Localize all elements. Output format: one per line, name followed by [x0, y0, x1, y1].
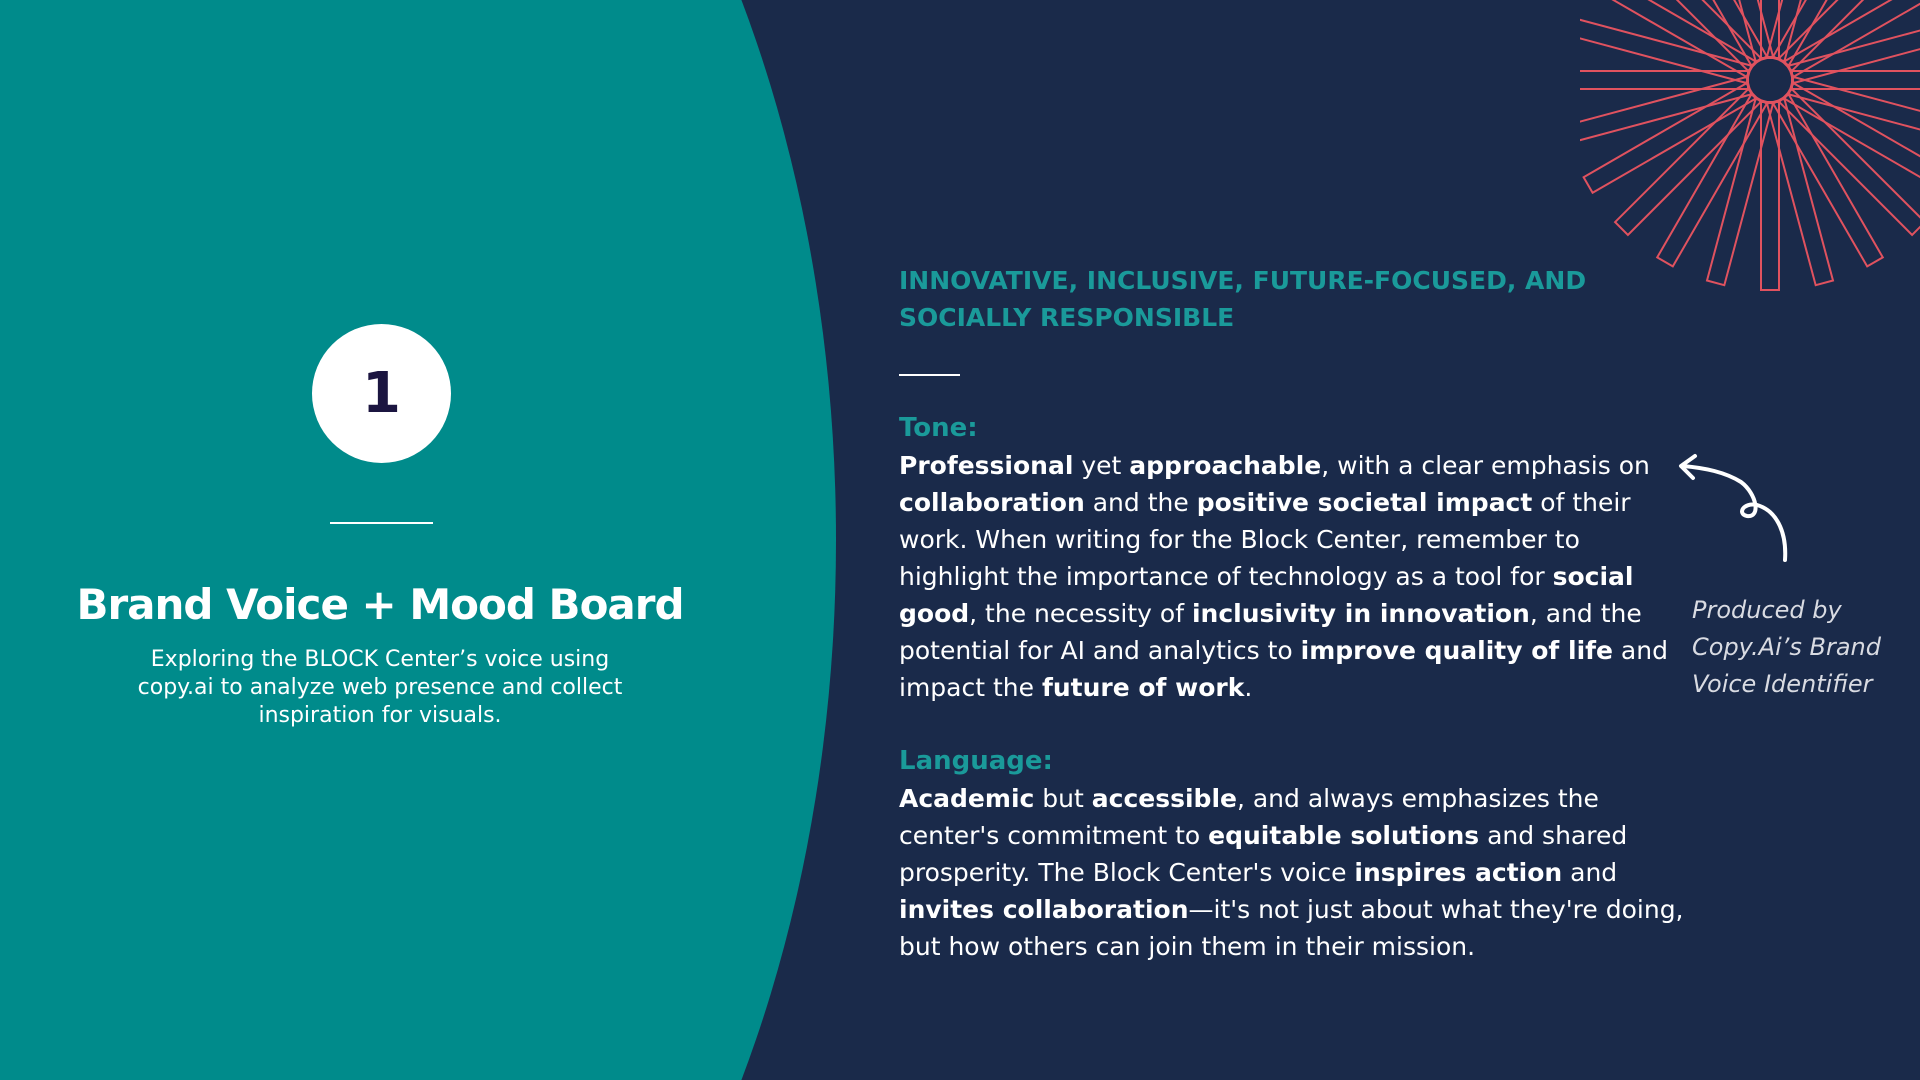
credit-note: Produced by Copy.Ai’s Brand Voice Identi…: [1692, 596, 1881, 698]
number-badge: 1: [312, 324, 451, 463]
starburst-ray: [1760, 101, 1780, 291]
emphasis-text: Professional: [899, 451, 1074, 480]
starburst-ray: [1777, 87, 1920, 237]
left-divider: [330, 522, 433, 524]
starburst-decoration-icon: [1580, 0, 1920, 291]
starburst-ray: [1777, 0, 1865, 73]
starburst-ray: [1613, 87, 1763, 237]
body-text-segment: and the: [1084, 488, 1197, 517]
starburst-ray: [1580, 18, 1753, 85]
starburst-ray: [1675, 0, 1763, 73]
emphasis-text: invites collaboration: [899, 895, 1189, 924]
starburst-ray: [1771, 93, 1885, 268]
starburst-ray: [1791, 70, 1920, 90]
teal-half-circle: [0, 0, 836, 1080]
slide-title: Brand Voice + Mood Board: [76, 580, 684, 629]
starburst-ray: [1765, 0, 1802, 63]
emphasis-text: equitable solutions: [1208, 821, 1480, 850]
emphasis-text: collaboration: [899, 488, 1085, 517]
body-text-segment: and shared prosperity. The Block Center'…: [899, 821, 1628, 887]
slide-subtitle: Exploring the BLOCK Center’s voice using…: [137, 647, 623, 728]
starburst-ray: [1787, 75, 1920, 131]
body-text-segment: , and always emphasizes the center's com…: [899, 784, 1599, 850]
starburst-ray: [1611, 0, 1757, 79]
body-text-segment: , the necessity of: [969, 599, 1192, 628]
starburst-ray: [1765, 97, 1835, 287]
emphasis-text: social good: [899, 562, 1634, 628]
body-text-segment: yet: [1073, 451, 1130, 480]
body-text-segment: of their work. When writing for the Bloc…: [899, 488, 1631, 591]
starburst-ray: [1738, 0, 1775, 63]
body-text-segment: , and the potential for AI and analytics…: [899, 599, 1642, 665]
emphasis-text: approachable: [1129, 451, 1322, 480]
emphasis-text: inclusivity in innovation: [1191, 599, 1530, 628]
tone-label: Tone:: [899, 413, 978, 443]
starburst-ray: [1705, 97, 1775, 287]
tone-paragraph: Professional yet approachable, with a cl…: [899, 447, 1669, 706]
body-text-segment: .: [1244, 673, 1253, 702]
language-paragraph: Academic but accessible, and always emph…: [899, 780, 1689, 965]
starburst-ray: [1783, 0, 1920, 79]
emphasis-text: inspires action: [1354, 858, 1563, 887]
body-text-segment: , with a clear emphasis on: [1321, 451, 1650, 480]
starburst-ray: [1582, 81, 1757, 195]
language-label: Language:: [899, 746, 1053, 776]
body-text-segment: and: [1562, 858, 1618, 887]
emphasis-text: accessible: [1091, 784, 1237, 813]
starburst-ray: [1760, 0, 1780, 59]
body-text-segment: and impact the: [899, 636, 1668, 702]
emphasis-text: Academic: [899, 784, 1035, 813]
emphasis-text: positive societal impact: [1196, 488, 1533, 517]
emphasis-text: improve quality of life: [1300, 636, 1613, 665]
starburst-ray: [1771, 0, 1828, 67]
starburst-ray: [1712, 0, 1769, 67]
brand-voice-heading: INNOVATIVE, INCLUSIVE, FUTURE-FOCUSED, A…: [899, 266, 1587, 332]
curved-arrow-icon: [1679, 454, 1788, 562]
section-number: 1: [362, 361, 401, 426]
starburst-ray: [1580, 70, 1749, 90]
right-divider: [899, 374, 960, 376]
starburst-ray: [1655, 93, 1769, 268]
starburst-ray: [1787, 29, 1920, 85]
body-text-segment: but: [1034, 784, 1092, 813]
starburst-ray: [1783, 81, 1920, 179]
starburst-ray: [1580, 75, 1753, 142]
emphasis-text: future of work: [1041, 673, 1245, 702]
body-text-segment: —it's not just about what they're doing,…: [899, 895, 1684, 961]
